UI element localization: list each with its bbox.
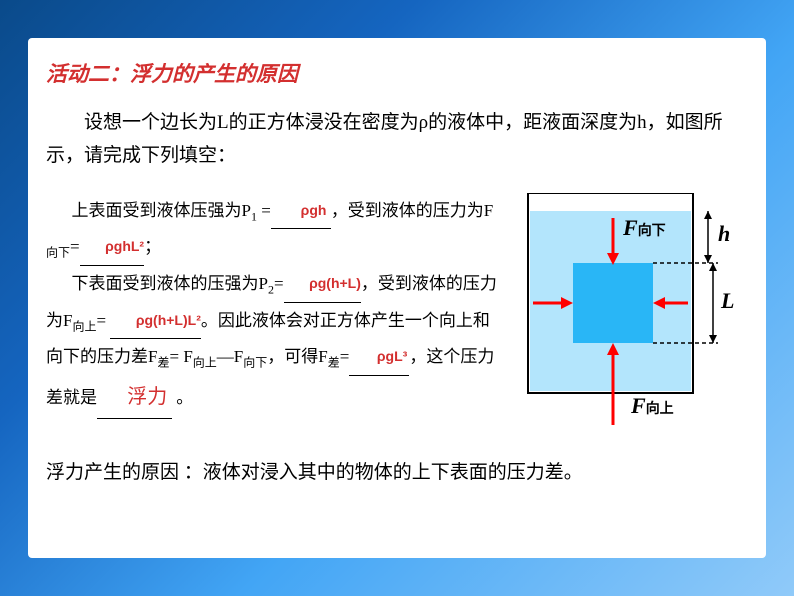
activity-title: 活动二：浮力的产生的原因 — [46, 58, 748, 88]
blank-4: ρg(h+L)L² — [110, 303, 201, 340]
fill-2: ρghL² — [105, 238, 144, 254]
fill-1: ρgh — [301, 202, 327, 218]
content-area: 活动二：浮力的产生的原因 设想一个边长为L的正方体浸没在密度为ρ的液体中，距液面… — [28, 38, 766, 558]
blank-6: 浮力 — [97, 376, 172, 419]
fill-6: 浮力 — [127, 386, 167, 408]
sub: 向上 — [72, 319, 96, 333]
t: = — [340, 347, 350, 366]
t: ，可得F — [267, 347, 327, 366]
blank-3: ρg(h+L) — [284, 266, 361, 303]
sub: 向下 — [46, 246, 70, 260]
fill-3: ρg(h+L) — [309, 275, 361, 291]
label-h: h — [718, 221, 730, 247]
t: ，受到液体的压力为F — [331, 201, 493, 220]
sub: 差 — [157, 356, 169, 370]
t: 上表面受到液体压强为P — [72, 201, 251, 220]
conclusion-text: 浮力产生的原因 ：液体对浸入其中的物体的上下表面的压力差。 — [46, 457, 748, 484]
label-f-down: F向下 — [623, 215, 666, 241]
fill-4: ρg(h+L)L² — [136, 312, 201, 328]
t: = — [274, 274, 284, 293]
t: = — [96, 311, 106, 330]
t: —F — [217, 347, 243, 366]
blank-5: ρgL³ — [349, 339, 409, 376]
main-row: 上表面受到液体压强为P1 =ρgh，受到液体的压力为F向下=ρghL²； 下表面… — [46, 193, 748, 433]
fill-blank-text: 上表面受到液体压强为P1 =ρgh，受到液体的压力为F向下=ρghL²； 下表面… — [46, 193, 503, 433]
t: ； — [144, 237, 161, 256]
blank-2: ρghL² — [80, 229, 144, 266]
fill-5: ρgL³ — [377, 348, 407, 364]
label-L: L — [721, 288, 734, 314]
blank-1: ρgh — [271, 193, 331, 230]
label-f-up: F向上 — [631, 393, 674, 419]
t: = — [257, 201, 271, 220]
diagram-column: F向下 F向上 h L — [513, 193, 748, 433]
sub: 向上 — [193, 356, 217, 370]
slide: 活动二：浮力的产生的原因 设想一个边长为L的正方体浸没在密度为ρ的液体中，距液面… — [0, 0, 794, 596]
t: = F — [169, 347, 192, 366]
sub: 向下 — [243, 356, 267, 370]
buoyancy-diagram: F向下 F向上 h L — [513, 193, 748, 433]
sub: 差 — [328, 356, 340, 370]
t: = — [70, 237, 80, 256]
t: 。 — [172, 388, 193, 407]
intro-text: 设想一个边长为L的正方体浸没在密度为ρ的液体中，距液面深度为h，如图所示，请完成… — [46, 106, 748, 173]
t: 下表面受到液体的压强为P — [72, 274, 268, 293]
